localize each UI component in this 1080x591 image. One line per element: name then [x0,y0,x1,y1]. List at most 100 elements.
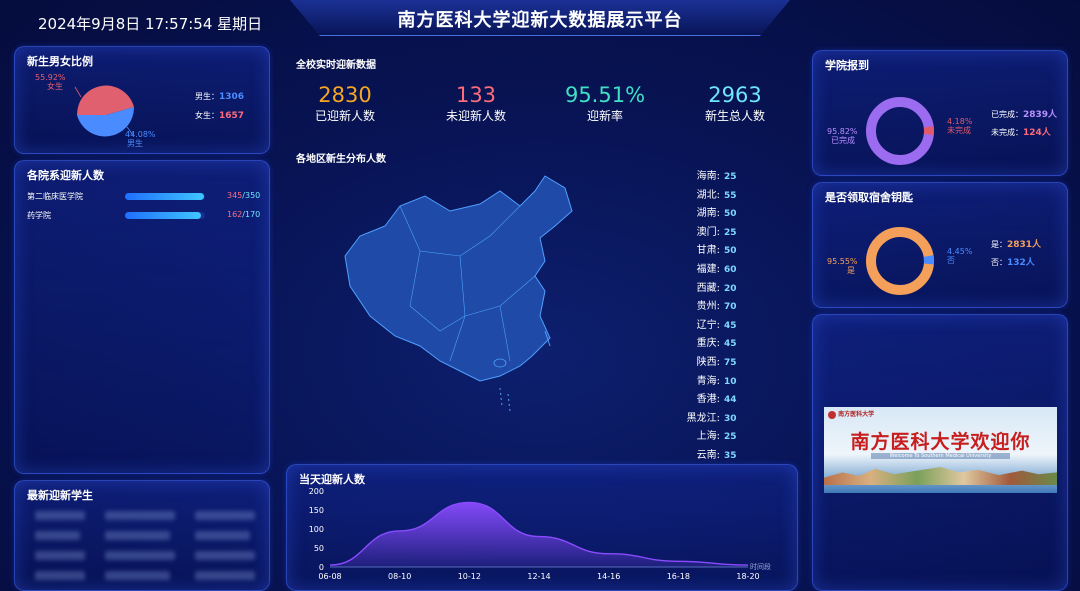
y-tick-label: 100 [309,525,324,534]
y-tick-label: 200 [309,487,324,496]
male-slice-label: 男生 [127,139,143,148]
department-count: 162/170 [227,210,261,219]
province-item[interactable]: 香港: 44 [696,394,737,406]
panel-title: 是否领取宿舍钥匙 [825,191,913,204]
province-item[interactable]: 辽宁: 45 [696,319,737,331]
panel-title: 最新迎新学生 [27,489,93,502]
area-line [329,501,749,566]
student-row [195,531,250,540]
campus-skyline [824,467,1057,485]
male-pct-label: 44.08% [125,130,156,139]
y-tick-label: 0 [319,563,324,572]
student-row [35,551,85,560]
banner-headline: 南方医科大学欢迎你 [850,431,1031,453]
legend-undone: 未完成：124人 [991,125,1051,138]
stat-value: 95.51% [564,83,646,107]
yes-pct-label: 95.55% [827,257,858,266]
college-report-donut[interactable] [813,51,1069,177]
legend-male: 男生：1306 [195,91,244,102]
department-progress-bar [125,193,205,200]
gender-pie-chart[interactable] [15,47,271,155]
no-count: 132人 [1007,258,1035,268]
student-row [35,511,85,520]
province-item[interactable]: 贵州: 70 [696,301,737,313]
undone-slice-label: 未完成 [947,126,971,135]
legend-yes: 是：2831人 [991,237,1041,250]
province-item[interactable]: 甘肃: 50 [696,245,737,257]
china-map[interactable] [340,166,580,416]
logo-seal-icon [828,410,836,419]
province-item[interactable]: 上海: 25 [696,431,737,443]
province-item[interactable]: 云南: 35 [696,450,737,461]
dorm-key-panel: 是否领取宿舍钥匙 95.55% 是 4.45% 否 是：2831人 否：132人 [812,182,1068,308]
x-tick-label: 16-18 [667,572,690,581]
student-row [105,551,175,560]
y-tick-label: 150 [309,506,324,515]
panel-title: 新生男女比例 [27,55,93,68]
datetime: 2024年9月8日 17:57:54 星期日 [38,15,263,33]
legend-no-label: 否： [991,258,1007,267]
legend-done: 已完成：2839人 [991,107,1057,120]
gender-ratio-panel: 新生男女比例 55.92% 女生 44.08% 男生 男生：1306 女生：16… [14,46,270,154]
female-count: 1657 [219,111,245,121]
latest-students-panel: 最新迎新学生 [14,480,270,591]
legend-female-label: 女生： [195,111,219,120]
daily-area-chart[interactable]: 200 150 100 50 006-08 08-10 10-12 12-14 14-16 16-… [296,481,796,591]
y-tick-label: 50 [314,544,324,553]
province-item[interactable]: 青海: 10 [696,375,737,387]
legend-no: 否：132人 [991,255,1035,268]
pie-slice-female [76,85,134,115]
legend-female: 女生：1657 [195,110,244,121]
yes-count: 2831人 [1007,240,1042,250]
legend-male-label: 男生： [195,92,219,101]
province-item[interactable]: 湖南: 50 [696,208,737,220]
stat-value: 2963 [708,83,762,107]
no-slice-label: 否 [947,256,955,265]
legend-yes-label: 是： [991,240,1007,249]
undone-count: 124人 [1023,128,1051,138]
student-row [105,571,170,580]
donut-slice-no [866,227,934,295]
header-bar [290,0,790,36]
student-row [195,511,255,520]
departments-panel: 各院系迎新人数 第二临床医学院 345/350 药学院 162/170 [14,160,270,474]
x-tick-label: 08-10 [388,572,411,581]
banner-panel: 南方医科大学 南方医科大学欢迎你 Welcome To Southern Med… [812,314,1068,591]
legend-done-label: 已完成： [991,110,1023,119]
x-tick-label: 10-12 [458,572,481,581]
realtime-title: 全校实时迎新数据 [296,60,376,71]
province-item[interactable]: 黑龙江: 30 [686,412,737,424]
stat-label: 已迎新人数 [314,109,375,123]
panel-title: 当天迎新人数 [299,473,365,486]
province-item[interactable]: 陕西: 75 [696,357,737,368]
no-pct-label: 4.45% [947,247,973,256]
province-item[interactable]: 福建: 60 [696,264,737,275]
student-row [195,571,255,580]
university-logo: 南方医科大学 [828,409,874,419]
college-report-panel: 学院报到 95.82% 已完成 4.18% 未完成 已完成：2839人 未完成：… [812,50,1068,176]
stat-label: 未迎新人数 [445,109,506,123]
stat-value: 2830 [318,83,372,107]
panel-title: 学院报到 [825,59,869,72]
stat-value: 133 [455,83,497,107]
student-row [195,551,255,560]
banner-subline: Welcome To Southern Medical University [870,453,1011,459]
male-count: 1306 [219,92,245,102]
province-item[interactable]: 海南: 25 [696,171,737,182]
student-row [105,531,170,540]
student-row [35,571,85,580]
legend-undone-label: 未完成： [991,128,1023,137]
province-item[interactable]: 澳门: 25 [696,226,737,238]
welcome-banner: 南方医科大学 南方医科大学欢迎你 Welcome To Southern Med… [824,407,1057,493]
department-name: 第二临床医学院 [27,192,83,201]
x-tick-label: 06-08 [318,572,341,581]
province-item[interactable]: 西藏: 20 [696,282,737,294]
dorm-key-donut[interactable] [813,183,1069,309]
department-name: 药学院 [27,211,51,220]
panel-title: 各院系迎新人数 [27,169,104,182]
province-item[interactable]: 湖北: 55 [696,189,737,201]
province-item[interactable]: 重庆: 45 [696,338,737,350]
x-axis-label: 时间段 [750,562,771,571]
done-pct-label: 95.82% [827,127,858,136]
x-tick-label: 14-16 [597,572,620,581]
